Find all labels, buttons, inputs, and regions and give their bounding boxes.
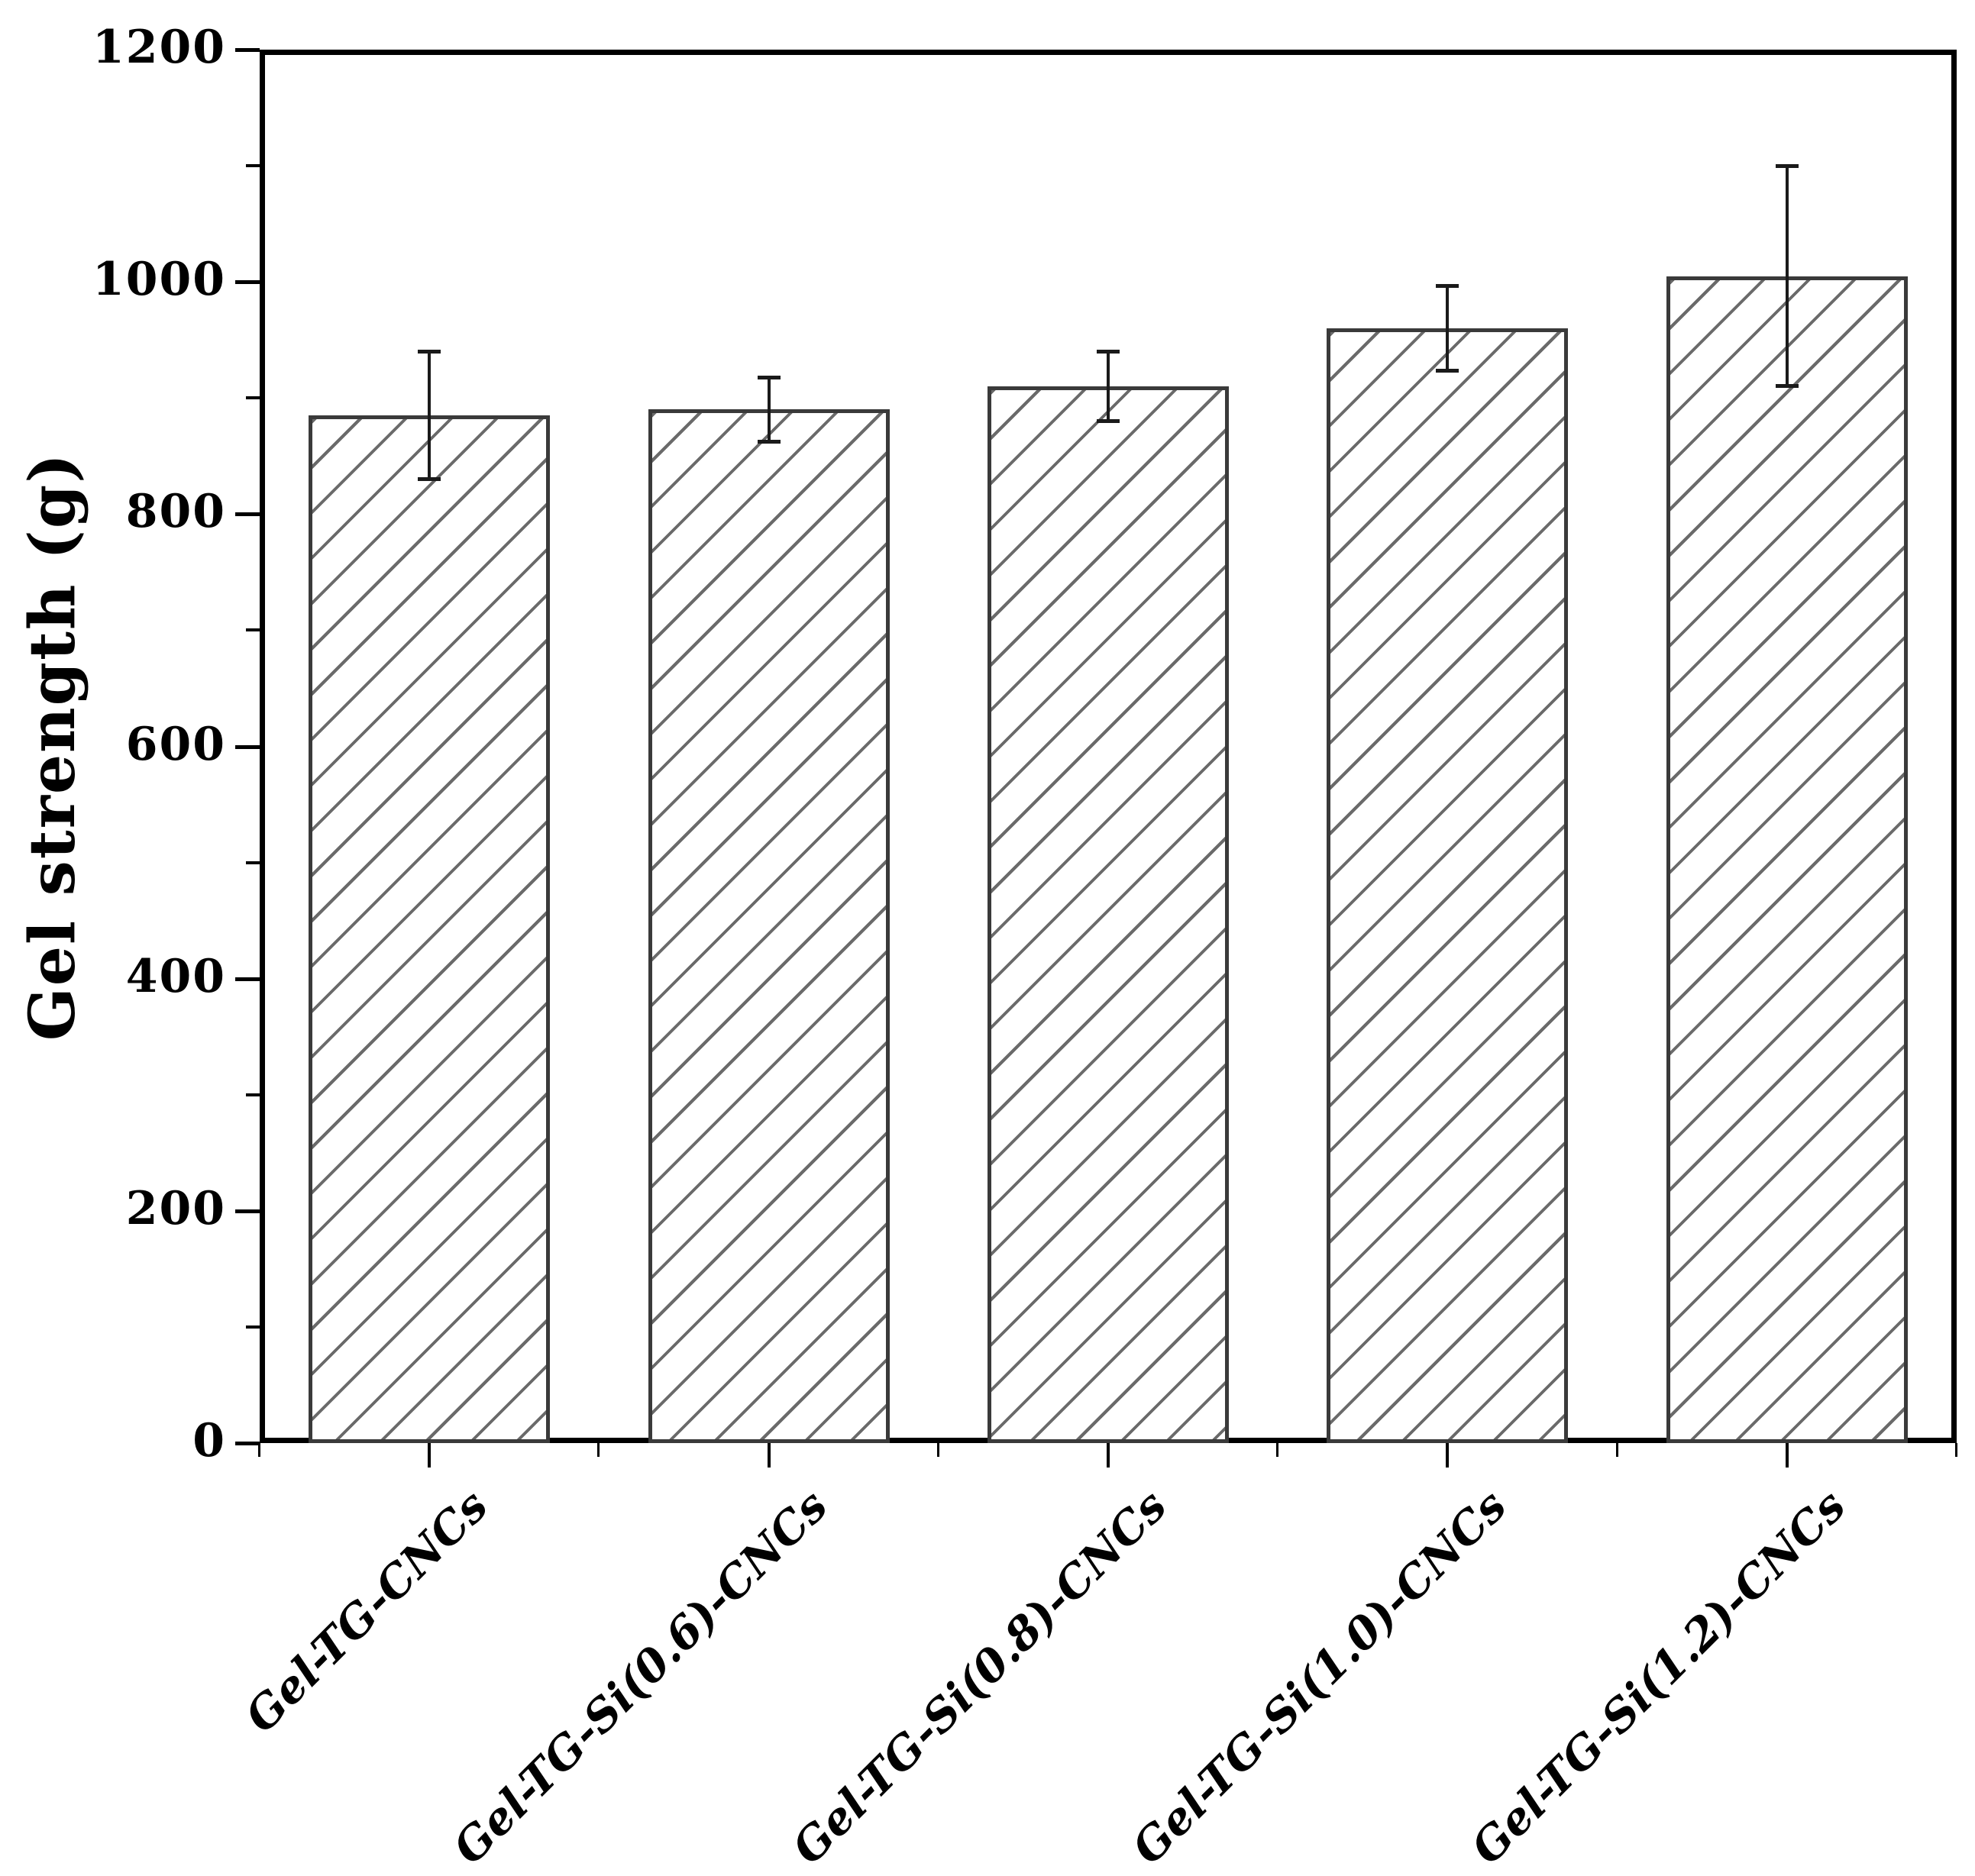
y-major-tick xyxy=(235,1442,260,1445)
x-category-label: Gel-TG-Si(1.0)-CNCs xyxy=(1121,1480,1517,1874)
error-bar-cap-top xyxy=(1097,350,1120,354)
error-bar-cap-bottom xyxy=(757,440,781,444)
error-bar xyxy=(1107,351,1110,421)
y-minor-tick xyxy=(246,1325,260,1329)
x-major-tick xyxy=(428,1443,432,1468)
y-tick-label: 600 xyxy=(125,717,226,771)
error-bar-cap-bottom xyxy=(1775,384,1799,389)
x-category-label: Gel-TG-Si(0.8)-CNCs xyxy=(782,1480,1178,1874)
y-tick-label: 800 xyxy=(125,485,226,539)
y-tick-label: 1200 xyxy=(92,21,226,75)
y-minor-tick xyxy=(246,628,260,632)
bar xyxy=(1327,328,1569,1443)
x-minor-tick xyxy=(1276,1443,1279,1457)
error-bar-cap-bottom xyxy=(418,476,441,481)
x-category-label: Gel-TG-Si(1.2)-CNCs xyxy=(1461,1480,1856,1874)
y-axis-title-wrap: Gel strength (g) xyxy=(11,50,95,1443)
x-minor-tick xyxy=(936,1443,939,1457)
x-minor-tick xyxy=(258,1443,260,1457)
y-major-tick xyxy=(235,1209,260,1213)
error-bar-cap-top xyxy=(1775,164,1799,169)
error-bar-cap-bottom xyxy=(1436,369,1459,373)
bar xyxy=(988,386,1229,1443)
error-bar-cap-top xyxy=(1436,283,1459,288)
y-major-tick xyxy=(235,48,260,52)
y-minor-tick xyxy=(246,396,260,400)
x-major-tick xyxy=(1785,1443,1789,1468)
y-tick-label: 200 xyxy=(125,1182,226,1236)
x-minor-tick xyxy=(1955,1443,1957,1457)
y-major-tick xyxy=(235,744,260,749)
y-minor-tick xyxy=(246,1093,260,1096)
error-bar-cap-top xyxy=(757,375,781,379)
x-minor-tick xyxy=(597,1443,600,1457)
x-category-label: Gel-TG-Si(0.6)-CNCs xyxy=(443,1480,838,1874)
error-bar xyxy=(767,376,771,443)
y-major-tick xyxy=(235,280,260,285)
error-bar xyxy=(1785,166,1789,387)
y-minor-tick xyxy=(246,164,260,168)
x-minor-tick xyxy=(1615,1443,1618,1457)
bar xyxy=(648,409,890,1443)
x-major-tick xyxy=(1446,1443,1450,1468)
x-major-tick xyxy=(767,1443,771,1468)
y-tick-label: 400 xyxy=(125,949,226,1003)
y-major-tick xyxy=(235,977,260,981)
x-major-tick xyxy=(1107,1443,1110,1468)
x-category-label: Gel-TG-CNCs xyxy=(235,1480,499,1743)
bar xyxy=(309,415,551,1443)
y-axis-title: Gel strength (g) xyxy=(16,451,89,1041)
error-bar xyxy=(428,351,432,479)
y-minor-tick xyxy=(246,861,260,864)
y-tick-label: 0 xyxy=(192,1414,226,1468)
y-tick-label: 1000 xyxy=(92,253,226,307)
y-major-tick xyxy=(235,512,260,517)
error-bar xyxy=(1446,285,1450,372)
bar xyxy=(1666,276,1908,1443)
error-bar-cap-top xyxy=(418,350,441,354)
error-bar-cap-bottom xyxy=(1097,418,1120,423)
